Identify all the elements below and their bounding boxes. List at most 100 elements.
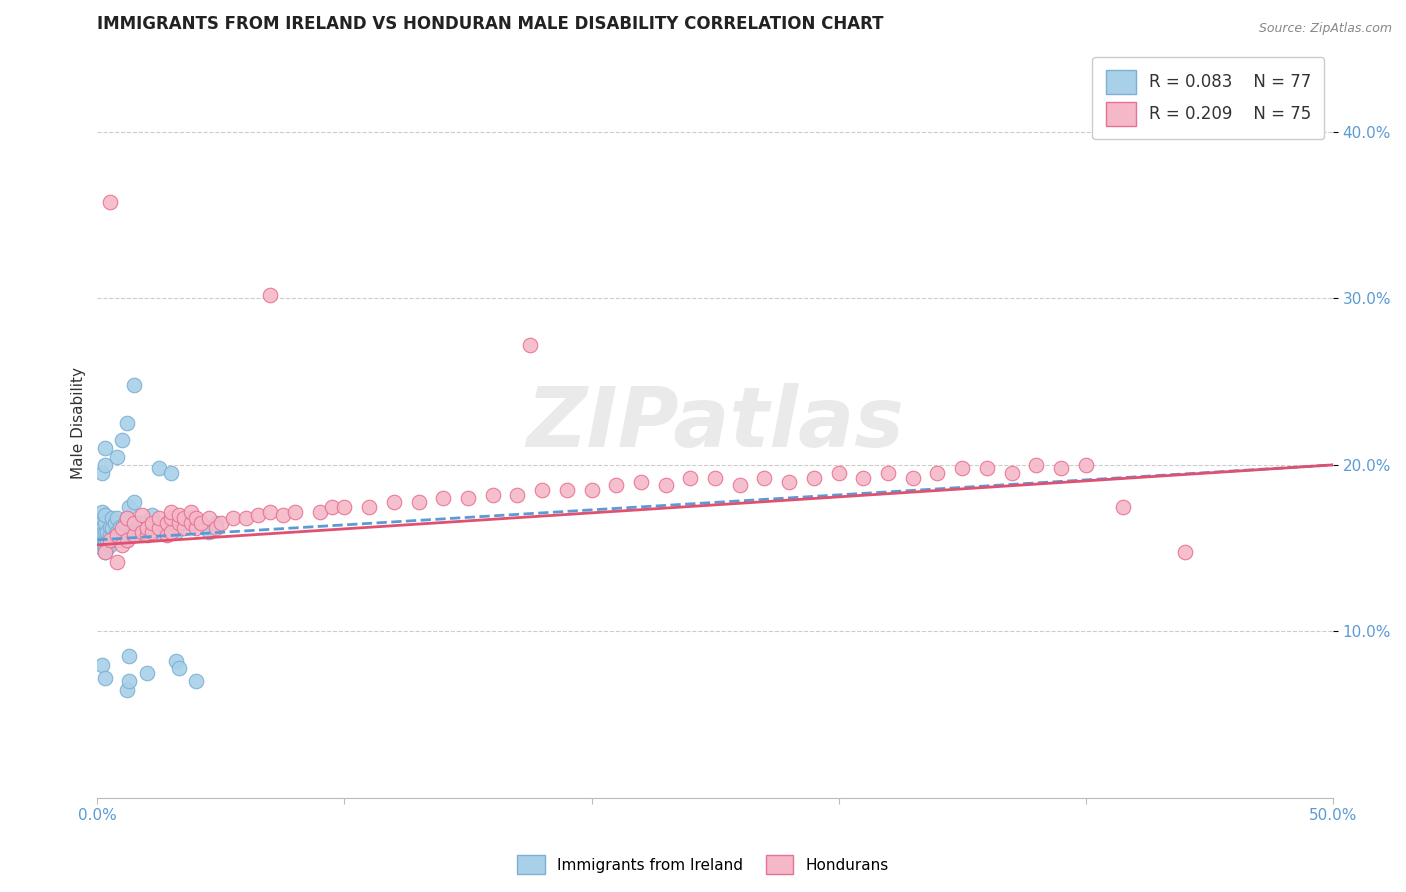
Text: ZIPatlas: ZIPatlas (526, 383, 904, 464)
Point (118, 500, 141, 514)
Point (89, 521, 111, 535)
Point (728, 478, 751, 492)
Point (94, 516, 117, 531)
Point (111, 521, 134, 535)
Point (124, 528, 146, 542)
Point (180, 511, 202, 525)
Point (115, 511, 138, 525)
Point (160, 467, 183, 481)
Point (165, 524, 187, 539)
Point (89, 524, 111, 539)
Point (141, 524, 163, 539)
Point (432, 491, 454, 506)
Point (101, 533, 124, 547)
Point (927, 467, 949, 481)
Point (89, 528, 111, 542)
Point (901, 471, 924, 485)
Point (531, 483, 554, 497)
Point (91, 504, 114, 518)
Point (124, 524, 146, 539)
Point (506, 488, 529, 502)
Point (654, 478, 676, 492)
Point (180, 504, 202, 518)
Point (94, 538, 117, 552)
Point (121, 524, 143, 539)
Point (101, 511, 124, 525)
Point (94, 544, 117, 558)
Y-axis label: Male Disability: Male Disability (72, 368, 86, 479)
Point (359, 500, 381, 514)
Point (94, 533, 117, 547)
Point (101, 521, 124, 535)
Point (754, 471, 776, 485)
Point (94, 524, 117, 539)
Point (167, 516, 190, 531)
Point (111, 538, 134, 552)
Point (173, 511, 195, 525)
Point (91, 529, 114, 543)
Point (96, 533, 118, 547)
Point (118, 528, 141, 542)
Point (108, 528, 131, 542)
Point (186, 521, 208, 535)
Point (91, 467, 114, 481)
Point (160, 504, 183, 518)
Point (148, 524, 170, 539)
Point (173, 516, 195, 531)
Point (94, 442, 117, 456)
Point (104, 528, 127, 542)
Point (1000, 467, 1022, 481)
Point (98, 528, 121, 542)
Point (950, 461, 973, 475)
Point (408, 494, 430, 508)
Point (803, 471, 825, 485)
Point (111, 533, 134, 547)
Point (135, 521, 157, 535)
Text: IMMIGRANTS FROM IRELAND VS HONDURAN MALE DISABILITY CORRELATION CHART: IMMIGRANTS FROM IRELAND VS HONDURAN MALE… (97, 15, 884, 33)
Point (271, 508, 294, 522)
Point (555, 483, 578, 497)
Point (457, 491, 479, 506)
Point (134, 516, 156, 531)
Point (148, 511, 170, 525)
Point (115, 533, 138, 547)
Point (105, 450, 128, 464)
Point (118, 674, 141, 689)
Point (98, 194, 121, 209)
Point (91, 511, 114, 525)
Point (235, 511, 257, 525)
Point (115, 533, 138, 547)
Point (124, 516, 146, 531)
Point (105, 533, 128, 547)
Point (89, 533, 111, 547)
Point (155, 528, 177, 542)
Point (160, 511, 183, 525)
Point (125, 521, 148, 535)
Point (852, 471, 875, 485)
Text: Source: ZipAtlas.com: Source: ZipAtlas.com (1258, 22, 1392, 36)
Point (124, 378, 146, 392)
Point (186, 516, 208, 531)
Point (98, 519, 121, 533)
Point (105, 511, 128, 525)
Point (382, 494, 405, 508)
Point (1112, 500, 1135, 514)
Point (165, 655, 187, 669)
Legend: R = 0.083    N = 77, R = 0.209    N = 75: R = 0.083 N = 77, R = 0.209 N = 75 (1092, 57, 1324, 139)
Point (91, 524, 114, 539)
Point (96, 524, 118, 539)
Point (105, 524, 128, 539)
Point (976, 461, 998, 475)
Point (679, 471, 702, 485)
Point (96, 541, 118, 556)
Point (94, 458, 117, 472)
Point (98, 533, 121, 547)
Point (481, 488, 503, 502)
Point (141, 516, 163, 531)
Point (104, 516, 127, 531)
Point (167, 661, 190, 675)
Point (91, 541, 114, 556)
Point (1025, 458, 1047, 472)
Point (115, 416, 138, 430)
Point (160, 511, 183, 525)
